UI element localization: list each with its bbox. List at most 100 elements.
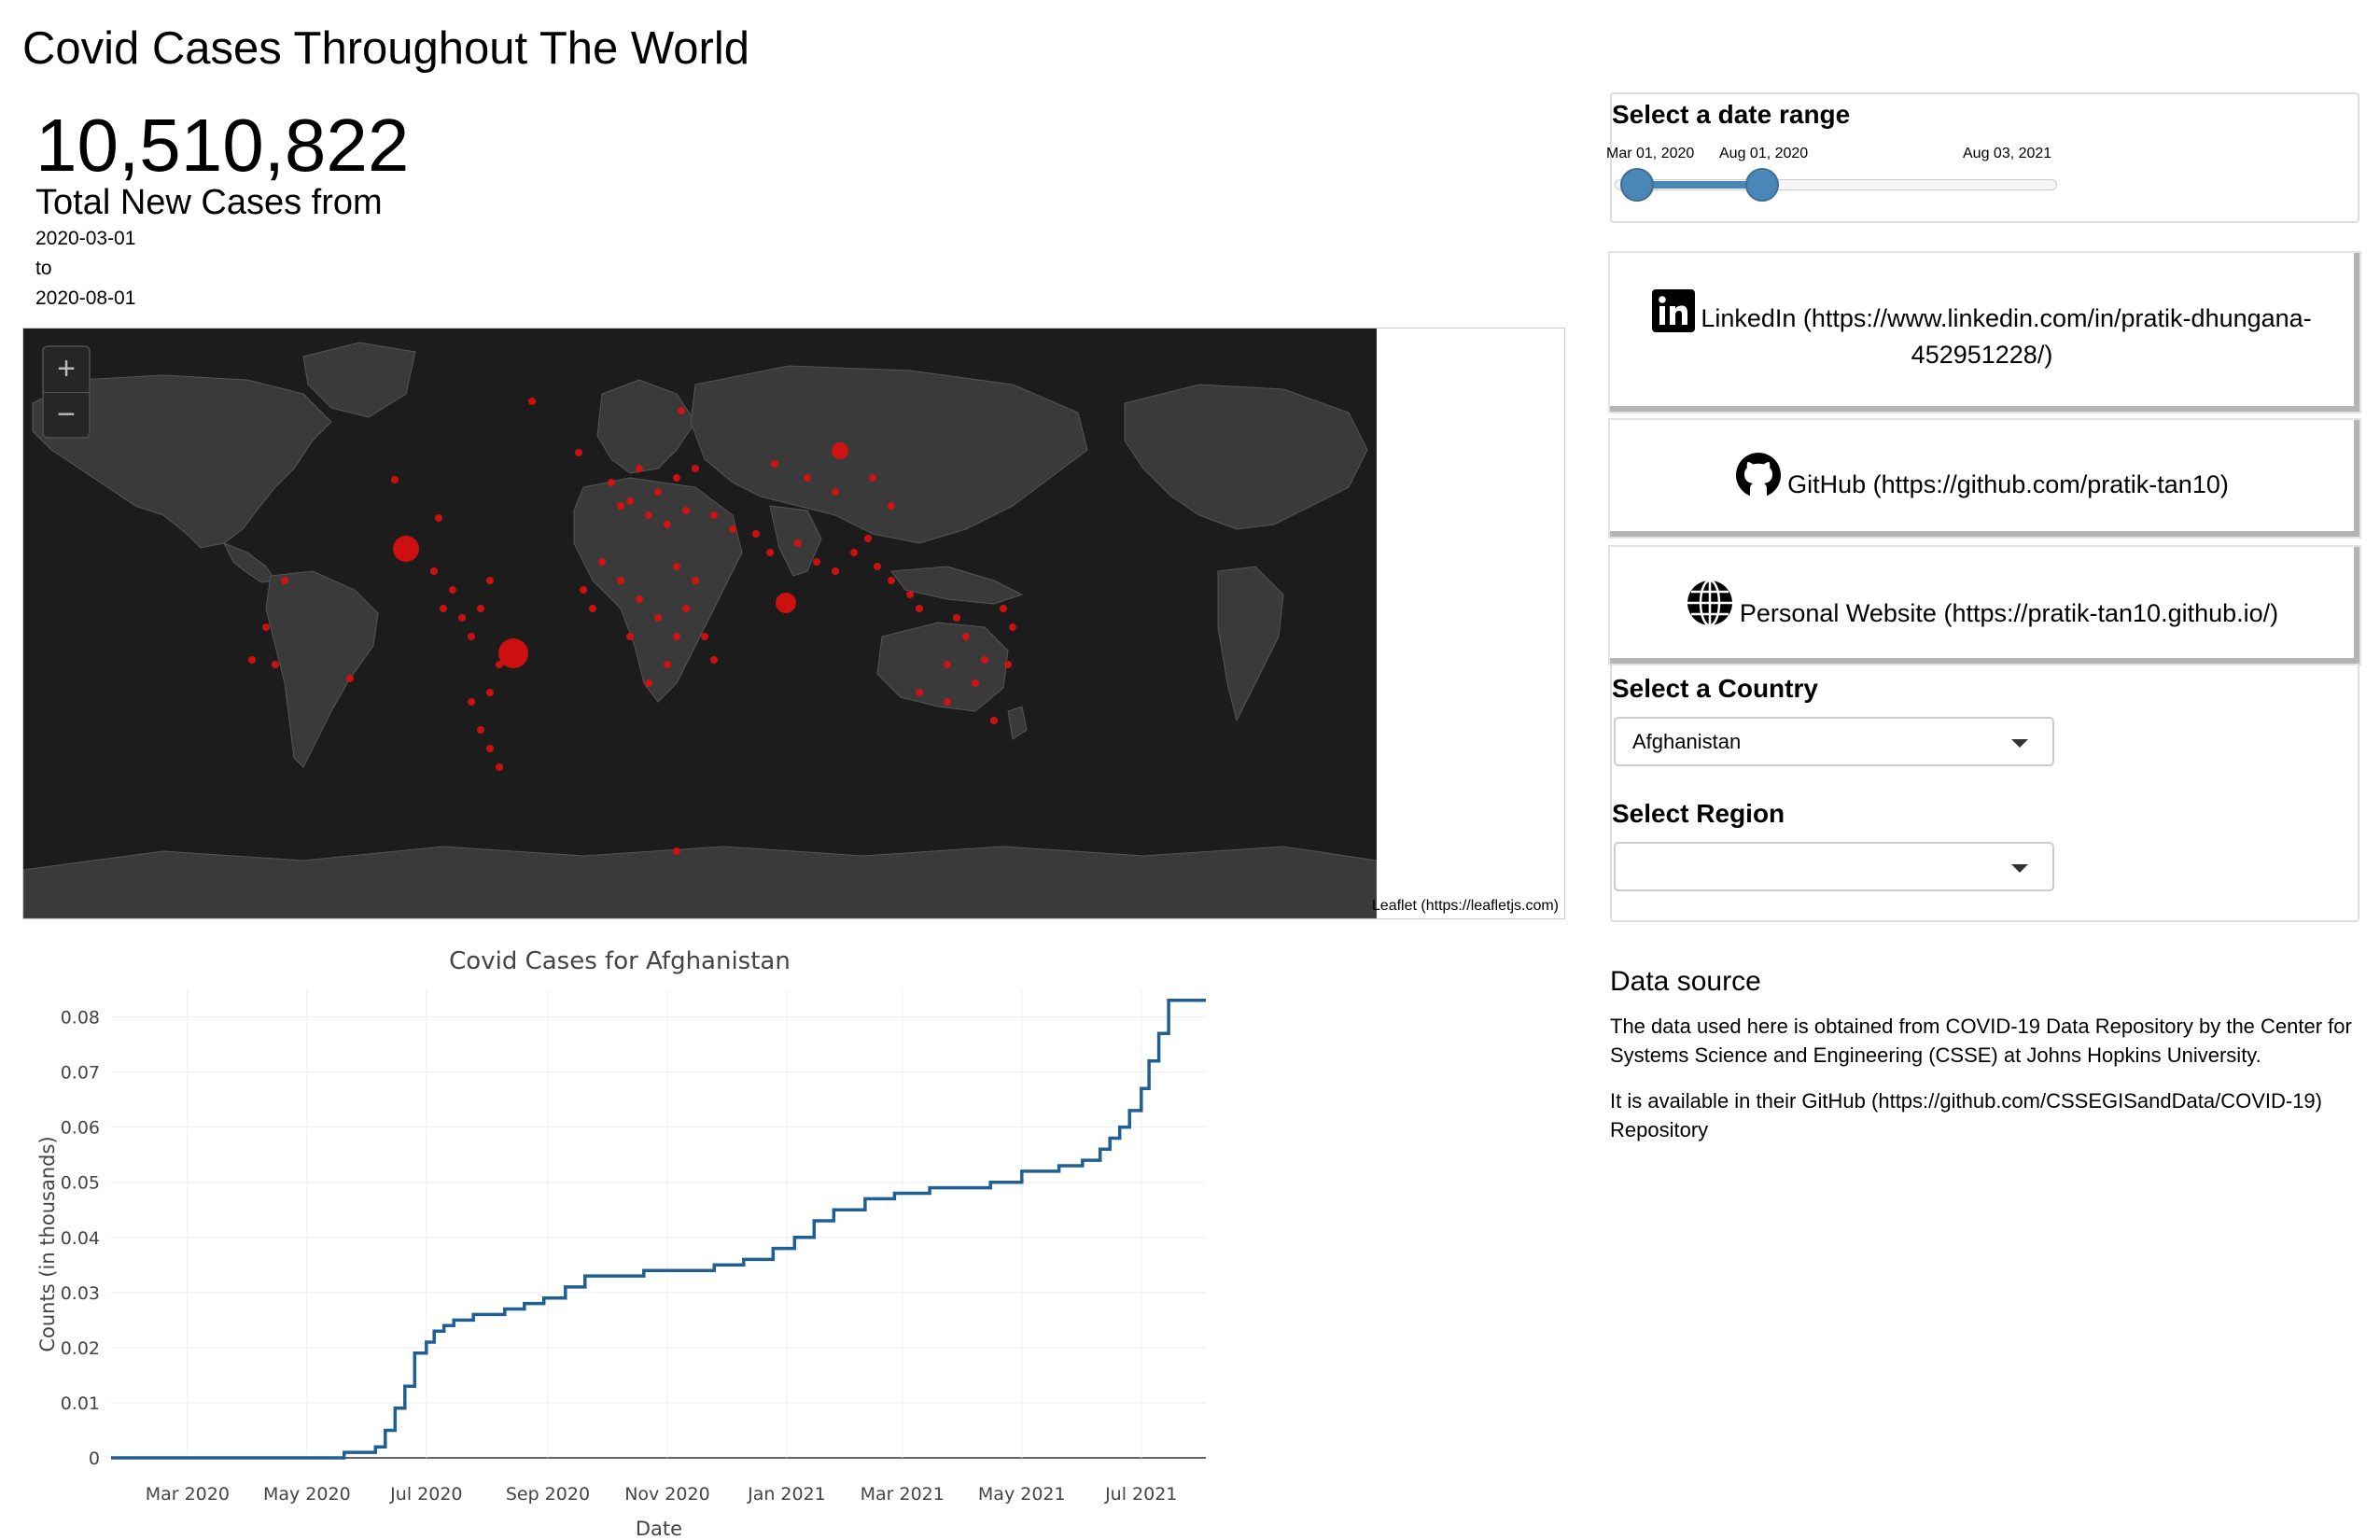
case-marker[interactable] <box>869 474 876 482</box>
case-marker[interactable] <box>468 633 475 640</box>
case-marker[interactable] <box>1009 623 1016 631</box>
world-map[interactable]: + − Leaflet (https://leafletjs.com) <box>22 328 1565 919</box>
case-marker[interactable] <box>776 593 796 613</box>
case-marker[interactable] <box>468 698 475 706</box>
case-marker[interactable] <box>944 698 951 706</box>
case-marker[interactable] <box>346 675 354 682</box>
github-link-text[interactable]: GitHub (https://github.com/pratik-tan10) <box>1787 470 2229 498</box>
case-marker[interactable] <box>617 577 624 584</box>
case-marker[interactable] <box>272 661 279 668</box>
case-marker[interactable] <box>771 460 778 468</box>
case-marker[interactable] <box>580 586 587 594</box>
case-marker[interactable] <box>528 398 536 405</box>
case-marker[interactable] <box>664 521 671 528</box>
case-marker[interactable] <box>281 577 288 584</box>
case-marker[interactable] <box>953 614 960 622</box>
case-marker[interactable] <box>636 465 643 472</box>
region-select[interactable] <box>1614 842 2054 891</box>
case-marker[interactable] <box>850 549 858 556</box>
case-marker[interactable] <box>496 763 503 771</box>
case-marker[interactable] <box>654 488 662 496</box>
country-select-value: Afghanistan <box>1632 730 1742 753</box>
case-marker[interactable] <box>692 577 699 584</box>
case-marker[interactable] <box>673 847 680 855</box>
case-marker[interactable] <box>710 511 718 519</box>
case-marker[interactable] <box>673 563 680 570</box>
case-marker[interactable] <box>682 507 690 514</box>
case-marker[interactable] <box>888 502 895 510</box>
case-marker[interactable] <box>391 476 399 483</box>
github-link-card[interactable]: GitHub (https://github.com/pratik-tan10) <box>1610 420 2359 537</box>
case-marker[interactable] <box>645 679 652 687</box>
case-marker[interactable] <box>608 479 615 486</box>
case-marker[interactable] <box>752 530 760 538</box>
case-marker[interactable] <box>794 539 802 547</box>
case-marker[interactable] <box>766 549 774 556</box>
case-marker[interactable] <box>636 595 643 603</box>
case-marker[interactable] <box>435 514 442 522</box>
case-marker[interactable] <box>486 577 494 584</box>
case-marker[interactable] <box>692 465 699 472</box>
case-marker[interactable] <box>990 717 998 724</box>
case-marker[interactable] <box>710 656 718 664</box>
map-canvas[interactable] <box>23 329 1377 918</box>
slider-end-handle[interactable] <box>1745 168 1779 202</box>
case-marker[interactable] <box>440 605 447 612</box>
case-marker[interactable] <box>1000 605 1007 612</box>
case-marker[interactable] <box>682 605 690 612</box>
slider-start-handle[interactable] <box>1620 168 1654 202</box>
case-marker[interactable] <box>874 563 881 570</box>
case-marker[interactable] <box>645 511 652 519</box>
case-marker[interactable] <box>575 449 582 456</box>
case-marker[interactable] <box>626 633 634 640</box>
zoom-in-button[interactable]: + <box>57 351 76 386</box>
case-marker[interactable] <box>449 586 456 594</box>
case-marker[interactable] <box>804 474 811 482</box>
case-marker[interactable] <box>701 633 708 640</box>
case-marker[interactable] <box>813 558 820 566</box>
linkedin-link-text-cont[interactable]: 452951228/) <box>1911 341 2053 369</box>
case-marker[interactable] <box>832 442 848 459</box>
case-marker[interactable] <box>916 605 923 612</box>
case-marker[interactable] <box>477 726 484 734</box>
case-marker[interactable] <box>248 656 256 664</box>
case-marker[interactable] <box>678 407 685 414</box>
case-marker[interactable] <box>589 605 596 612</box>
case-marker[interactable] <box>916 689 923 696</box>
case-marker[interactable] <box>486 689 494 696</box>
zoom-out-button[interactable]: − <box>44 392 89 437</box>
case-marker[interactable] <box>832 567 839 575</box>
case-marker[interactable] <box>981 656 988 664</box>
case-marker[interactable] <box>864 535 872 542</box>
case-marker[interactable] <box>906 591 914 598</box>
case-marker[interactable] <box>617 502 624 510</box>
case-marker[interactable] <box>664 661 671 668</box>
map-attribution-link[interactable]: Leaflet (https://leafletjs.com) <box>1371 898 1559 914</box>
case-marker[interactable] <box>729 525 736 533</box>
case-marker[interactable] <box>598 558 606 566</box>
case-marker[interactable] <box>1004 661 1012 668</box>
case-marker[interactable] <box>458 614 466 622</box>
case-marker[interactable] <box>673 633 680 640</box>
case-marker[interactable] <box>486 745 494 752</box>
website-link-card[interactable]: Personal Website (https://pratik-tan10.g… <box>1610 547 2359 664</box>
case-marker[interactable] <box>498 638 528 668</box>
case-marker[interactable] <box>962 633 970 640</box>
case-marker[interactable] <box>430 567 438 575</box>
case-marker[interactable] <box>888 577 895 584</box>
globe-icon <box>1687 579 1732 627</box>
case-marker[interactable] <box>654 614 662 622</box>
case-marker[interactable] <box>393 536 419 562</box>
case-marker[interactable] <box>262 623 270 631</box>
case-marker[interactable] <box>832 488 839 496</box>
case-marker[interactable] <box>972 679 979 687</box>
case-marker[interactable] <box>944 661 951 668</box>
website-link-text[interactable]: Personal Website (https://pratik-tan10.g… <box>1739 599 2279 627</box>
linkedin-link-text[interactable]: LinkedIn (https://www.linkedin.com/in/pr… <box>1701 304 2312 332</box>
case-marker[interactable] <box>626 497 634 505</box>
case-marker[interactable] <box>477 605 484 612</box>
country-select[interactable]: Afghanistan <box>1614 717 2054 766</box>
case-marker[interactable] <box>496 661 503 668</box>
linkedin-link-card[interactable]: LinkedIn (https://www.linkedin.com/in/pr… <box>1610 253 2359 412</box>
case-marker[interactable] <box>673 474 680 482</box>
